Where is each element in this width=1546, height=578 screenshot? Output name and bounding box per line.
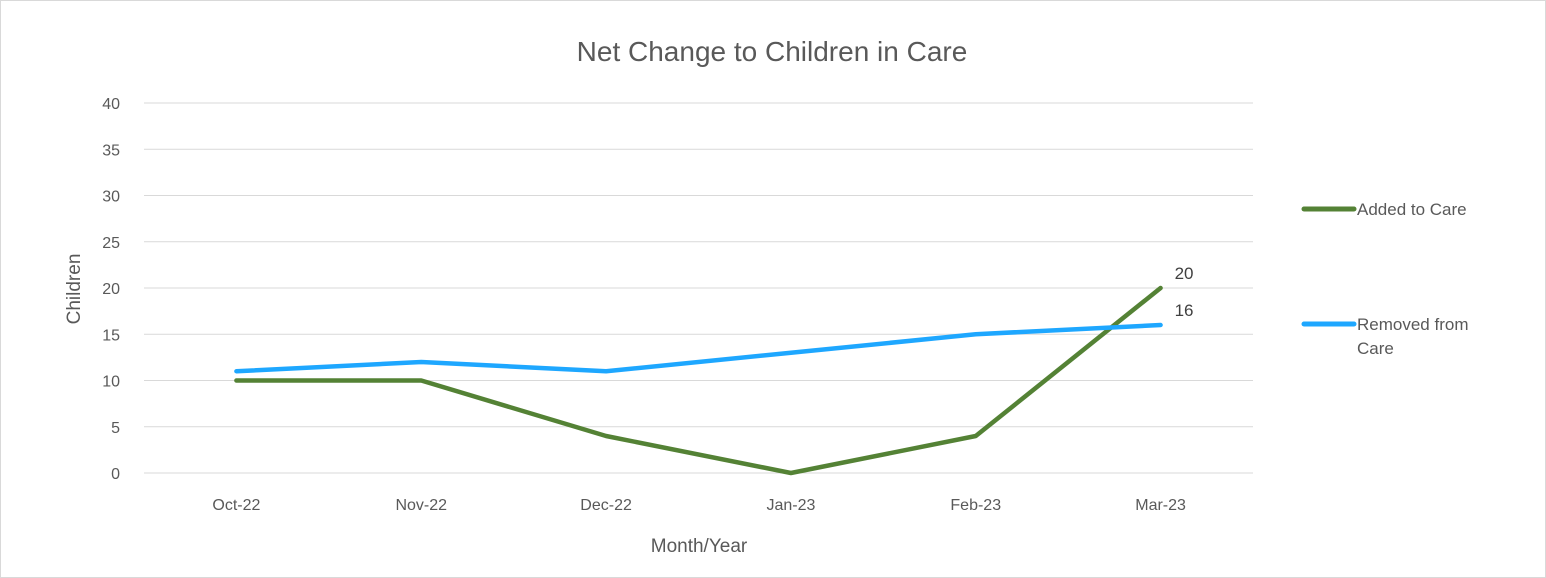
y-tick-label: 5 (111, 420, 120, 437)
legend-label-removed-from-care: Removed from Care (1357, 315, 1468, 358)
y-tick-label: 40 (102, 96, 120, 113)
y-tick-label: 30 (102, 189, 120, 206)
y-tick-label: 20 (102, 281, 120, 298)
y-tick-label: 25 (102, 235, 120, 252)
y-axis-title: Children (64, 254, 85, 325)
chart-title: Net Change to Children in Care (577, 36, 968, 67)
series-line-removed-from-care (234, 322, 1163, 374)
x-axis-ticks: Oct-22 Nov-22 Dec-22 Jan-23 Feb-23 Mar-23 (212, 497, 1186, 514)
y-tick-label: 10 (102, 374, 120, 391)
series-line-added-to-care (234, 285, 1163, 476)
x-tick-label: Feb-23 (950, 497, 1001, 514)
x-tick-label: Dec-22 (580, 497, 632, 514)
x-tick-label: Mar-23 (1135, 497, 1186, 514)
x-tick-label: Oct-22 (212, 497, 260, 514)
data-label-removed-from-care: 16 (1175, 301, 1194, 320)
y-tick-label: 0 (111, 466, 120, 483)
x-tick-label: Jan-23 (766, 497, 815, 514)
y-axis-ticks: 0 5 10 15 20 25 30 35 40 (102, 96, 120, 483)
legend: Added to Care Removed from Care (1301, 200, 1468, 358)
gridlines (144, 102, 1253, 474)
data-label-added-to-care: 20 (1175, 264, 1194, 283)
x-tick-label: Nov-22 (395, 497, 447, 514)
series-lines (234, 285, 1163, 476)
x-axis-title: Month/Year (651, 536, 748, 557)
y-tick-label: 15 (102, 327, 120, 344)
legend-label-added-to-care: Added to Care (1357, 200, 1467, 219)
y-tick-label: 35 (102, 142, 120, 159)
